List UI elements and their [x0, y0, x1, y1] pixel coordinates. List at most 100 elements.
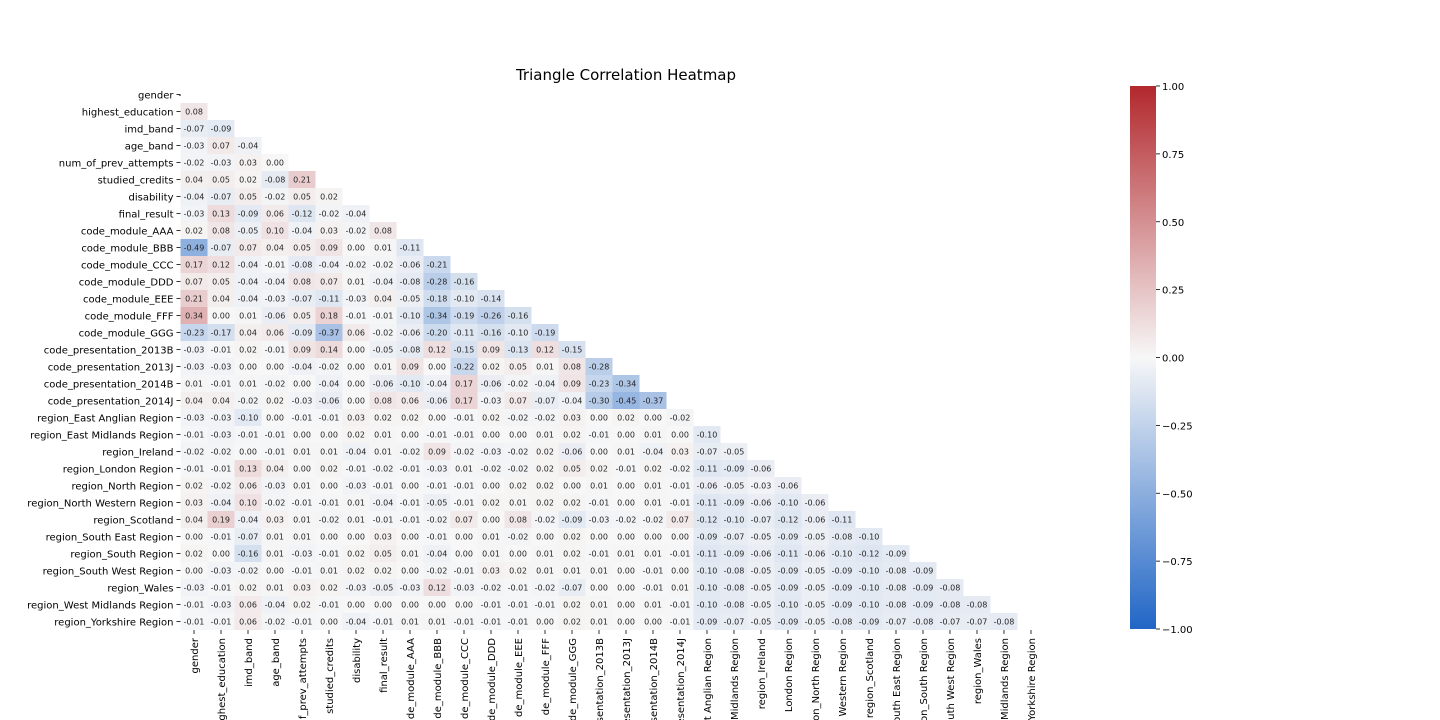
cell-value-label: 0.00: [401, 601, 419, 610]
cell-value-label: 0.00: [644, 533, 662, 542]
cell-value-label: -0.07: [751, 516, 772, 525]
cell-value-label: -0.02: [643, 516, 664, 525]
heatmap-cell: [180, 426, 208, 443]
heatmap-cell: [747, 545, 775, 562]
cell-value-label: 0.02: [320, 465, 338, 474]
heatmap-cell: [504, 341, 532, 358]
heatmap-cell: [585, 596, 613, 613]
heatmap-cell: [477, 477, 505, 494]
cell-value-label: -0.02: [427, 567, 448, 576]
cell-value-label: 0.00: [671, 567, 689, 576]
heatmap-cell: [261, 596, 289, 613]
cell-value-label: -0.06: [805, 550, 826, 559]
heatmap-cell: [369, 443, 397, 460]
cell-value-label: 0.01: [509, 499, 527, 508]
cell-value-label: 0.07: [671, 516, 689, 525]
cell-value-label: -0.10: [859, 601, 880, 610]
col-tick-label: region_Ireland: [757, 638, 768, 709]
cell-value-label: -0.01: [184, 431, 205, 440]
cell-value-label: -0.04: [238, 295, 259, 304]
cell-value-label: -0.08: [724, 601, 745, 610]
cell-value-label: 0.17: [455, 380, 473, 389]
heatmap-cell: [882, 613, 910, 630]
cell-value-label: -0.14: [481, 295, 502, 304]
heatmap-cell: [315, 188, 343, 205]
cell-value-label: 0.01: [374, 363, 392, 372]
cell-value-label: -0.03: [184, 363, 205, 372]
cell-value-label: 0.00: [212, 312, 230, 321]
heatmap-cell: [747, 596, 775, 613]
heatmap-cell: [558, 613, 586, 630]
cell-value-label: -0.03: [211, 363, 232, 372]
cell-value-label: -0.09: [832, 601, 853, 610]
heatmap-cell: [423, 409, 451, 426]
cell-value-label: -0.03: [751, 482, 772, 491]
heatmap-cell: [450, 528, 478, 545]
cell-value-label: -0.01: [211, 465, 232, 474]
cell-value-label: -0.07: [184, 125, 205, 134]
heatmap-cell: [315, 596, 343, 613]
heatmap-cell: [612, 494, 640, 511]
heatmap-cell: [261, 460, 289, 477]
cell-value-label: 0.00: [563, 482, 581, 491]
cell-value-label: 0.00: [482, 482, 500, 491]
heatmap-cell: [234, 409, 262, 426]
heatmap-cell: [531, 477, 559, 494]
cell-value-label: -0.04: [265, 601, 286, 610]
cell-value-label: 0.01: [644, 499, 662, 508]
cell-value-label: -0.06: [751, 499, 772, 508]
heatmap-cell: [180, 188, 208, 205]
cell-value-label: -0.02: [616, 516, 637, 525]
heatmap-cell: [909, 596, 937, 613]
cell-value-label: -0.07: [724, 533, 745, 542]
heatmap-cell: [315, 426, 343, 443]
cell-value-label: 0.00: [320, 431, 338, 440]
cell-value-label: -0.05: [427, 499, 448, 508]
heatmap-cell: [207, 460, 235, 477]
heatmap-cell: [531, 562, 559, 579]
cell-value-label: 0.01: [293, 482, 311, 491]
cell-value-label: -0.01: [454, 431, 475, 440]
cell-value-label: -0.01: [670, 601, 691, 610]
heatmap-cell: [828, 545, 856, 562]
heatmap-cell: [342, 443, 370, 460]
heatmap-cell: [423, 562, 451, 579]
cell-value-label: -0.08: [886, 601, 907, 610]
cell-value-label: -0.03: [454, 584, 475, 593]
heatmap-cell: [261, 324, 289, 341]
cell-value-label: 0.00: [617, 499, 635, 508]
col-tick-label: esentation_2014J: [676, 638, 687, 720]
cell-value-label: -0.13: [508, 346, 529, 355]
cell-value-label: -0.01: [211, 346, 232, 355]
heatmap-cell: [693, 579, 721, 596]
cell-value-label: 0.05: [509, 363, 527, 372]
heatmap-cell: [315, 528, 343, 545]
heatmap-cell: [396, 290, 424, 307]
cell-value-label: -0.01: [292, 618, 313, 627]
cell-value-label: 0.00: [239, 448, 257, 457]
cell-value-label: 0.00: [401, 431, 419, 440]
col-tick-label: disability: [352, 638, 363, 683]
col-tick-label: Midlands Region: [1000, 638, 1011, 720]
heatmap-cell: [207, 188, 235, 205]
heatmap-cell: [504, 460, 532, 477]
cell-value-label: -0.10: [697, 584, 718, 593]
heatmap-cell: [774, 545, 802, 562]
cell-value-label: -0.01: [427, 533, 448, 542]
heatmap-cell: [180, 511, 208, 528]
heatmap-cell: [585, 613, 613, 630]
heatmap-cell: [423, 426, 451, 443]
cell-value-label: -0.37: [319, 329, 340, 338]
heatmap-cell: [531, 426, 559, 443]
heatmap-cell: [531, 511, 559, 528]
heatmap-cell: [369, 409, 397, 426]
cell-value-label: 0.00: [347, 533, 365, 542]
cell-value-label: 0.01: [239, 312, 257, 321]
heatmap-cell: [450, 562, 478, 579]
heatmap-cell: [234, 596, 262, 613]
cell-value-label: -0.10: [400, 312, 421, 321]
cell-value-label: 0.00: [671, 533, 689, 542]
heatmap-cell: [693, 443, 721, 460]
heatmap-cell: [234, 137, 262, 154]
heatmap-cell: [477, 307, 505, 324]
